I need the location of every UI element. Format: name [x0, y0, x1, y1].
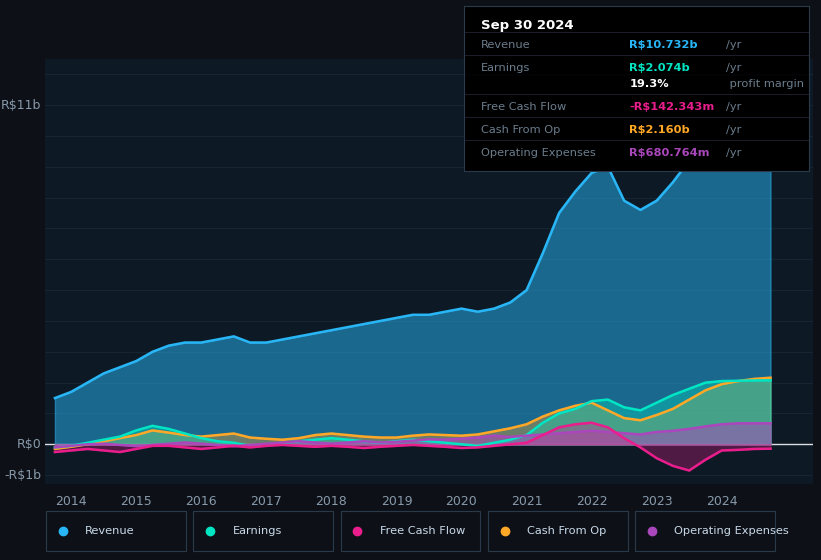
- Text: R$11b: R$11b: [1, 99, 41, 111]
- Text: Revenue: Revenue: [85, 526, 135, 535]
- Text: Free Cash Flow: Free Cash Flow: [380, 526, 466, 535]
- Text: R$0: R$0: [16, 438, 41, 451]
- Text: Revenue: Revenue: [481, 40, 530, 50]
- Text: 19.3%: 19.3%: [630, 79, 669, 89]
- Text: Operating Expenses: Operating Expenses: [675, 526, 789, 535]
- Text: Operating Expenses: Operating Expenses: [481, 148, 596, 158]
- Text: Earnings: Earnings: [232, 526, 282, 535]
- Text: R$2.074b: R$2.074b: [630, 63, 690, 73]
- FancyBboxPatch shape: [341, 511, 480, 550]
- Text: R$2.160b: R$2.160b: [630, 125, 690, 136]
- Text: /yr: /yr: [726, 40, 741, 50]
- Text: /yr: /yr: [726, 102, 741, 112]
- Text: Cash From Op: Cash From Op: [527, 526, 607, 535]
- FancyBboxPatch shape: [488, 511, 628, 550]
- Text: Earnings: Earnings: [481, 63, 530, 73]
- Text: -R$142.343m: -R$142.343m: [630, 102, 714, 112]
- Text: R$10.732b: R$10.732b: [630, 40, 698, 50]
- Text: /yr: /yr: [726, 125, 741, 136]
- FancyBboxPatch shape: [46, 511, 186, 550]
- Text: Cash From Op: Cash From Op: [481, 125, 561, 136]
- Text: /yr: /yr: [726, 148, 741, 158]
- Text: /yr: /yr: [726, 63, 741, 73]
- FancyBboxPatch shape: [194, 511, 333, 550]
- Text: Sep 30 2024: Sep 30 2024: [481, 19, 574, 32]
- Text: Free Cash Flow: Free Cash Flow: [481, 102, 566, 112]
- Text: profit margin: profit margin: [726, 79, 804, 89]
- Text: -R$1b: -R$1b: [4, 469, 41, 482]
- Text: R$680.764m: R$680.764m: [630, 148, 710, 158]
- FancyBboxPatch shape: [635, 511, 775, 550]
